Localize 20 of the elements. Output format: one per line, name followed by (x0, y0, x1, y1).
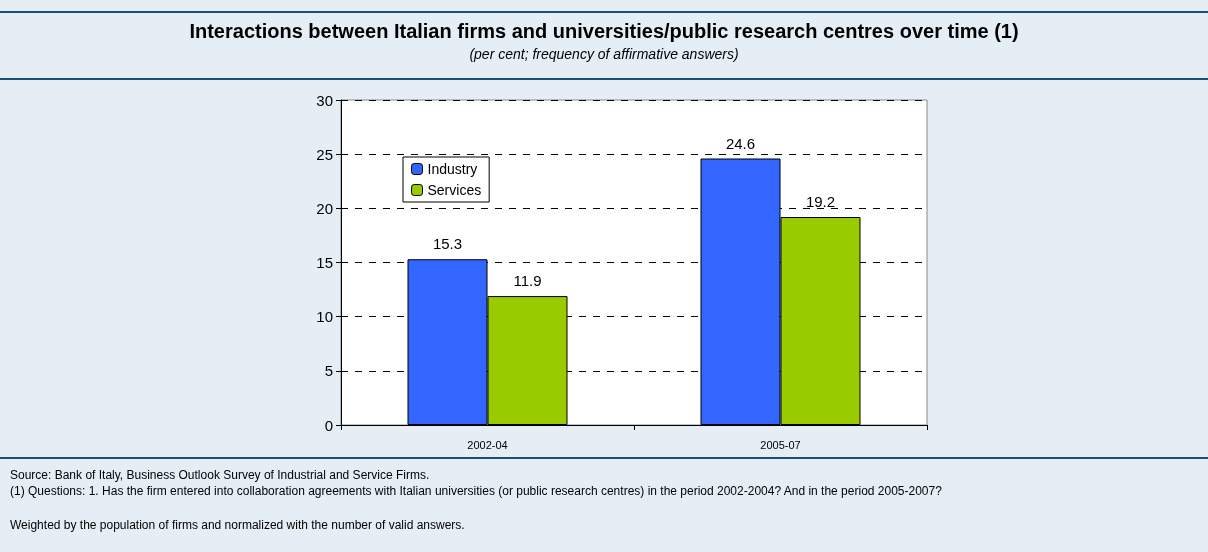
y-tick-label: 0 (324, 416, 333, 434)
data-label: 24.6 (725, 134, 756, 152)
source-note: Source: Bank of Italy, Business Outlook Survey of Industrial and Service Firms. (10, 467, 430, 482)
x-tick-label: 2005-07 (760, 438, 801, 451)
y-tick-label: 10 (316, 308, 333, 326)
data-label: 15.3 (432, 235, 463, 253)
data-label: 11.9 (513, 272, 542, 290)
legend-label: Services (427, 182, 482, 198)
y-tick-label: 20 (316, 199, 333, 217)
y-tick-label: 15 (316, 254, 333, 271)
text: Weighted by the population of firms and normalized with the number of valid answers. (10, 517, 465, 532)
x-tick-label: 2002-04 (467, 438, 508, 451)
chart-title: Interactions between Italian firms and universities/public research centres over time (1) (189, 20, 1019, 42)
y-tick-label: 30 (316, 91, 333, 109)
chart-subtitle: (per cent; frequency of affirmative answers) (469, 46, 739, 62)
data-label: 19.2 (805, 193, 836, 210)
y-tick-label: 5 (324, 362, 333, 380)
legend-label: Industry (427, 161, 478, 177)
text: (1) Questions: 1. Has the firm entered into collaboration agreements with Italian universities (or public research centres) in the period 2002-2004? And in the period 2005-2007? (10, 483, 943, 498)
y-tick-label: 25 (316, 145, 333, 163)
